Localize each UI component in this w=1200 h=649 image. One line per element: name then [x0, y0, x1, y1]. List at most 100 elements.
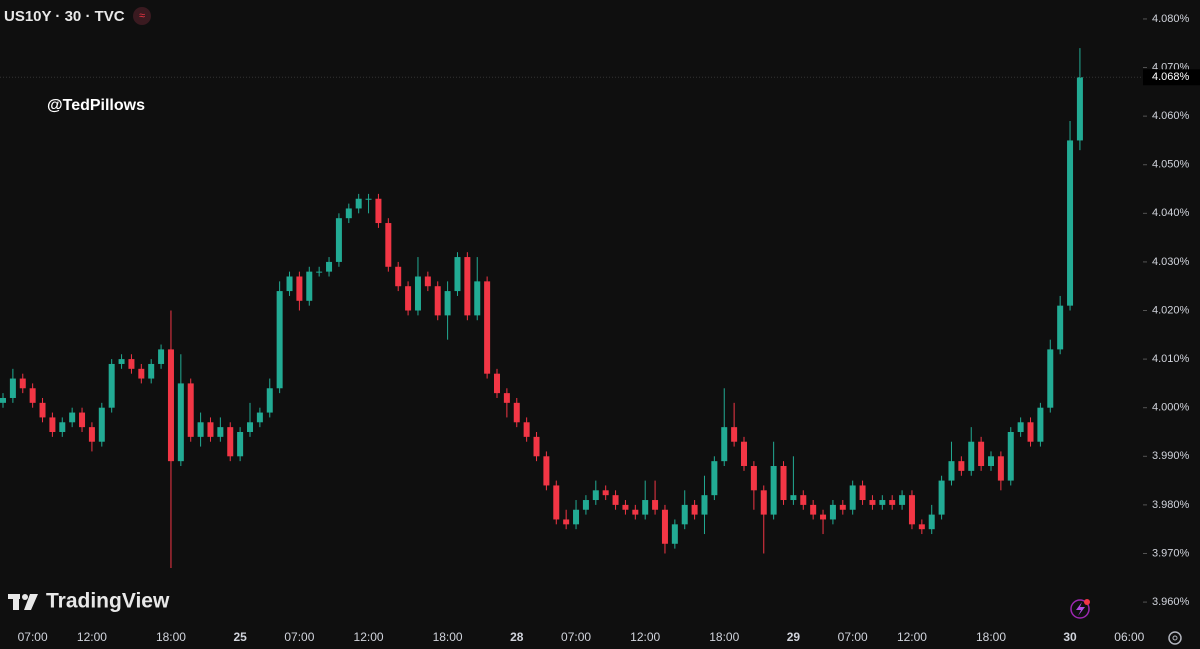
- candle-body: [632, 509, 639, 515]
- candle-body: [513, 402, 520, 423]
- y-tick-label: 4.080%: [1152, 13, 1190, 25]
- candle-body: [1057, 305, 1064, 350]
- candle-body: [227, 427, 234, 457]
- candle-body: [207, 422, 214, 437]
- candle-body: [978, 441, 985, 467]
- candle-body: [355, 198, 362, 209]
- candle-body: [385, 223, 392, 267]
- logo: [8, 594, 38, 610]
- candle-body: [414, 276, 421, 311]
- candle-body: [464, 257, 471, 316]
- y-tick-label: 3.990%: [1152, 450, 1190, 462]
- candle-body: [395, 266, 402, 287]
- candle-body: [503, 393, 510, 403]
- candle-body: [434, 286, 441, 316]
- candle-body: [405, 286, 412, 311]
- candle-body: [849, 485, 856, 510]
- candle-body: [345, 208, 352, 219]
- x-tick-label: 06:00: [1114, 630, 1144, 644]
- candle-body: [622, 504, 629, 510]
- candle-body: [997, 456, 1004, 481]
- candle-body: [197, 422, 204, 437]
- annotation: @TedPillows: [47, 97, 145, 114]
- candle-body: [1027, 422, 1034, 442]
- candle-body: [237, 431, 244, 457]
- x-tick-label: 07:00: [838, 630, 868, 644]
- candle-body: [889, 500, 896, 505]
- x-tick-label: 12:00: [77, 630, 107, 644]
- candle-body: [1017, 422, 1024, 432]
- candle-body: [543, 456, 550, 486]
- chart-title: US10Y · 30 · TVC: [4, 8, 125, 25]
- candle-body: [247, 422, 253, 432]
- candle-body: [800, 495, 807, 505]
- y-tick-label: 4.030%: [1152, 256, 1190, 268]
- watermark: TradingView: [46, 590, 170, 613]
- x-tick-label: 07:00: [18, 630, 48, 644]
- y-tick-label: 3.960%: [1152, 596, 1190, 608]
- x-tick-label: 18:00: [709, 630, 739, 644]
- alert-icon[interactable]: [1070, 599, 1090, 619]
- x-tick-label: 07:00: [561, 630, 591, 644]
- candle-body: [49, 417, 56, 432]
- candle-body: [661, 509, 668, 544]
- candle-body: [968, 441, 975, 471]
- candle-body: [128, 359, 135, 369]
- candle-body: [918, 524, 925, 530]
- candle-body: [760, 490, 767, 515]
- candle-body: [29, 388, 36, 403]
- x-tick-label: 18:00: [433, 630, 463, 644]
- y-tick-label: 4.050%: [1152, 159, 1190, 171]
- candle-body: [375, 198, 382, 224]
- settings-icon[interactable]: [1168, 631, 1182, 645]
- x-tick-label: 29: [787, 630, 801, 644]
- candle-body: [167, 349, 174, 462]
- candle-body: [701, 495, 708, 515]
- x-tick-label: 25: [233, 630, 247, 644]
- candle-body: [750, 466, 757, 491]
- candle-body: [1037, 407, 1044, 442]
- candle-body: [741, 441, 747, 467]
- candle-body: [573, 509, 580, 525]
- candle-body: [444, 291, 451, 316]
- candle-body: [721, 427, 728, 462]
- candle-body: [839, 504, 846, 510]
- candle-body: [158, 349, 165, 364]
- candle-body: [958, 461, 965, 471]
- x-tick-label: 07:00: [284, 630, 314, 644]
- candle-body: [494, 373, 500, 394]
- candle-body: [1067, 140, 1074, 306]
- candle-body: [810, 504, 817, 515]
- candle-body: [879, 500, 886, 505]
- candle-body: [671, 524, 678, 544]
- y-tick-label: 3.980%: [1152, 499, 1190, 511]
- candle-body: [1007, 431, 1014, 481]
- candle-body: [790, 495, 797, 501]
- x-tick-label: 30: [1063, 630, 1077, 644]
- candle-body: [731, 427, 738, 442]
- candle-body: [928, 514, 935, 530]
- candle-body: [217, 427, 224, 437]
- candle-body: [908, 495, 915, 525]
- x-tick-label: 12:00: [354, 630, 384, 644]
- candle-body: [652, 500, 659, 510]
- y-tick-label: 4.040%: [1152, 207, 1190, 219]
- candle-body: [454, 257, 461, 292]
- candle-body: [780, 466, 787, 501]
- candle-body: [691, 504, 698, 515]
- candle-body: [642, 500, 649, 515]
- candle-body: [948, 461, 955, 481]
- symbol-icon: [133, 7, 151, 25]
- symbol-icon-glyph: ≈: [139, 10, 145, 22]
- candle-body: [187, 383, 194, 437]
- candle-body: [316, 271, 323, 273]
- candle-body: [938, 480, 945, 515]
- candle-body: [681, 504, 688, 525]
- candle-body: [553, 485, 560, 520]
- candle-body: [88, 427, 95, 442]
- candle-body: [306, 271, 313, 301]
- candle-body: [98, 407, 105, 442]
- y-tick-label: 3.970%: [1152, 547, 1190, 559]
- candle-body: [138, 368, 145, 379]
